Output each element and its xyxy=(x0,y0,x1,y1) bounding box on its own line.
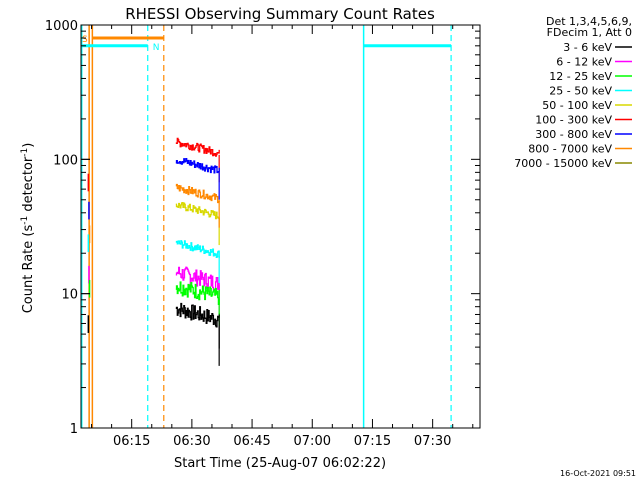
series-line-1 xyxy=(175,266,220,292)
legend-entry-3: 25 - 50 keV xyxy=(549,85,612,98)
series-line-4 xyxy=(175,202,220,220)
y-tick-label: 100 xyxy=(53,153,78,168)
series-data xyxy=(87,137,220,366)
legend-entry-2: 12 - 25 keV xyxy=(549,70,612,83)
saa-flag-label: S xyxy=(82,35,88,45)
legend-header-0: Det 1,3,4,5,6,9, xyxy=(546,15,632,28)
legend-entry-8: 7000 - 15000 keV xyxy=(514,157,612,170)
series-line-3 xyxy=(175,240,220,259)
y-tick-label: 1 xyxy=(70,422,78,437)
series-line-6 xyxy=(175,158,220,174)
legend-entry-1: 6 - 12 keV xyxy=(556,56,612,69)
legend-entry-7: 800 - 7000 keV xyxy=(528,143,612,156)
marker-lines: SN xyxy=(80,25,452,428)
x-tick-label: 06:30 xyxy=(173,434,210,449)
legend: Det 1,3,4,5,6,9,FDecim 1, Att 0 3 - 6 keV… xyxy=(514,15,632,170)
legend-entry-0: 3 - 6 keV xyxy=(563,41,612,54)
series-line-5 xyxy=(175,137,220,157)
legend-entry-4: 50 - 100 keV xyxy=(542,99,612,112)
plot-area xyxy=(81,25,480,428)
legend-entry-5: 100 - 300 keV xyxy=(535,114,612,127)
plot-frame xyxy=(80,24,481,429)
x-tick-label: 06:45 xyxy=(233,434,270,449)
x-axis-label: Start Time (25-Aug-07 06:02:22) xyxy=(174,456,386,471)
x-tick-label: 07:15 xyxy=(354,434,391,449)
chart-title: RHESSI Observing Summary Count Rates xyxy=(125,5,435,23)
series-line-2 xyxy=(175,281,220,305)
series-line-7 xyxy=(175,183,220,204)
y-axis-label-end: ) xyxy=(21,143,36,148)
x-tick-label: 07:00 xyxy=(294,434,331,449)
y-axis-label-main: Count Rate (s xyxy=(21,225,36,314)
y-axis-label-mid: detector xyxy=(21,156,36,216)
y-tick-label: 1000 xyxy=(45,19,78,34)
y-axis-label-sup2: -1 xyxy=(20,148,30,157)
series-line-0 xyxy=(175,302,220,328)
axes: 1 10 100 1000 06:15 06:30 06:45 07:00 07:15 07:30 xyxy=(45,19,481,449)
legend-header-1: FDecim 1, Att 0 xyxy=(547,26,632,39)
timestamp: 16-Oct-2021 09:51 xyxy=(560,469,636,478)
y-axis-label: Count Rate (s-1 detector-1) xyxy=(20,143,36,314)
x-tick-label: 06:15 xyxy=(113,434,150,449)
legend-entry-6: 300 - 800 keV xyxy=(535,128,612,141)
x-tick-label: 07:30 xyxy=(414,434,451,449)
night-flag-label: N xyxy=(153,43,160,53)
y-tick-label: 10 xyxy=(61,288,78,303)
y-axis-label-sup1: -1 xyxy=(20,216,30,225)
plot-background xyxy=(81,25,480,428)
